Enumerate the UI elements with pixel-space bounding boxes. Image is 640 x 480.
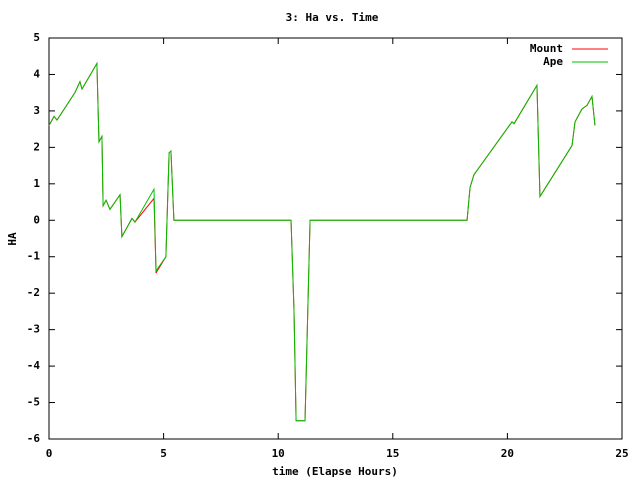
y-axis-label: HA: [6, 232, 19, 246]
y-tick-label: -3: [27, 323, 40, 336]
y-tick-label: -2: [27, 286, 40, 299]
chart-title: 3: Ha vs. Time: [286, 11, 379, 24]
y-tick-label: -1: [27, 250, 41, 263]
legend-label: Mount: [530, 42, 563, 55]
x-tick-label: 0: [46, 447, 53, 460]
plot-border: [48, 37, 623, 440]
y-tick-label: 5: [33, 31, 40, 44]
y-tick-label: 1: [33, 177, 40, 190]
x-tick-label: 25: [615, 447, 628, 460]
x-axis-label: time (Elapse Hours): [272, 465, 398, 478]
data-line: [48, 61, 596, 422]
y-tick-label: -4: [27, 359, 41, 372]
x-tick-label: 20: [501, 447, 514, 460]
y-tick-label: -5: [27, 396, 40, 409]
y-tick-label: 4: [33, 67, 40, 80]
y-tick-label: 3: [33, 104, 40, 117]
x-tick-label: 5: [160, 447, 167, 460]
x-tick-label: 10: [272, 447, 285, 460]
x-tick-label: 15: [386, 447, 399, 460]
y-tick-label: 0: [33, 213, 40, 226]
y-tick-label: -6: [27, 432, 41, 445]
legend-label: Ape: [543, 55, 563, 68]
y-tick-label: 2: [33, 140, 40, 153]
